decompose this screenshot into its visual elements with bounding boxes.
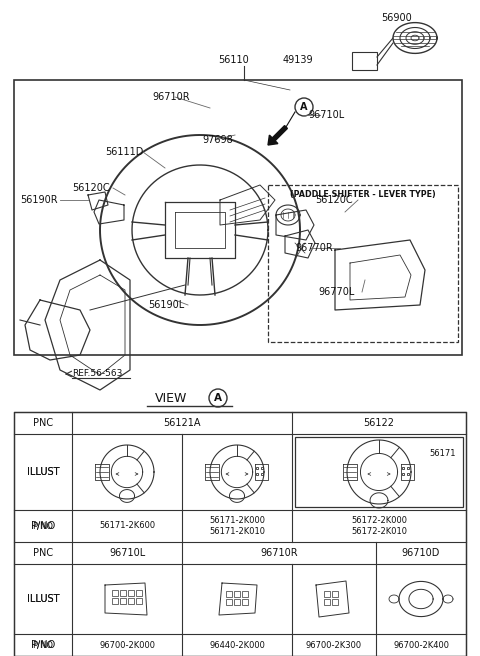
Text: 56171-2K000
56171-2K010: 56171-2K000 56171-2K010 [209, 516, 265, 536]
Bar [136, 598, 142, 604]
Bar [112, 590, 118, 596]
Text: 56121A: 56121A [163, 418, 201, 428]
Bar [352, 52, 377, 70]
Bar [14, 80, 462, 355]
Text: 97698: 97698 [202, 135, 233, 145]
Bar [234, 591, 240, 597]
Text: 96700-2K300: 96700-2K300 [306, 640, 362, 649]
Bar [324, 591, 330, 597]
Text: 56120C: 56120C [72, 183, 109, 193]
Text: 56122: 56122 [363, 418, 395, 428]
Text: ILLUST: ILLUST [27, 467, 59, 477]
Text: P/NO: P/NO [31, 521, 55, 531]
Bar [242, 591, 248, 597]
Bar [120, 598, 126, 604]
Text: (PADDLE SHIFTER - LEVER TYPE): (PADDLE SHIFTER - LEVER TYPE) [290, 190, 436, 199]
Bar [128, 598, 134, 604]
Text: ILLUST: ILLUST [27, 467, 59, 477]
Bar [332, 591, 338, 597]
Text: 56190R: 56190R [20, 195, 58, 205]
Text: 56900: 56900 [381, 13, 412, 23]
Bar [234, 599, 240, 605]
FancyArrow shape [268, 125, 288, 145]
Text: VIEW: VIEW [155, 392, 187, 405]
Text: P/NO: P/NO [33, 522, 53, 531]
Bar [295, 437, 463, 507]
Text: 96710L: 96710L [109, 548, 145, 558]
Bar [14, 412, 466, 656]
Text: A: A [214, 393, 222, 403]
Bar [268, 185, 458, 342]
Text: A: A [300, 102, 308, 112]
Text: 96710R: 96710R [152, 92, 190, 102]
Text: 56190L: 56190L [148, 300, 184, 310]
Text: P/NO: P/NO [33, 640, 53, 649]
Bar [242, 599, 248, 605]
Text: P/NO: P/NO [31, 640, 55, 650]
Text: 96700-2K400: 96700-2K400 [393, 640, 449, 649]
Text: 56120C: 56120C [315, 195, 353, 205]
Bar [324, 599, 330, 605]
Text: 56110: 56110 [218, 55, 249, 65]
Bar [112, 598, 118, 604]
Text: 96440-2K000: 96440-2K000 [209, 640, 265, 649]
Text: 96700-2K000: 96700-2K000 [99, 640, 155, 649]
Text: 96710R: 96710R [260, 548, 298, 558]
Bar [128, 590, 134, 596]
Text: 56171: 56171 [430, 449, 456, 459]
Text: 96770R: 96770R [295, 243, 333, 253]
Text: 96710D: 96710D [402, 548, 440, 558]
Text: ILLUST: ILLUST [27, 594, 59, 604]
Bar [226, 599, 232, 605]
Text: 56172-2K000
56172-2K010: 56172-2K000 56172-2K010 [351, 516, 407, 536]
Text: 56171-2K600: 56171-2K600 [99, 522, 155, 531]
Text: 56111D: 56111D [105, 147, 144, 157]
Text: 96710L: 96710L [308, 110, 344, 120]
Text: 96770L: 96770L [318, 287, 354, 297]
Bar [120, 590, 126, 596]
Text: ILLUST: ILLUST [27, 594, 59, 604]
Text: PNC: PNC [33, 548, 53, 558]
Bar [332, 599, 338, 605]
Bar [226, 591, 232, 597]
Bar [136, 590, 142, 596]
Text: PNC: PNC [33, 418, 53, 428]
Text: 49139: 49139 [283, 55, 313, 65]
Text: REF.56-563: REF.56-563 [72, 369, 122, 379]
